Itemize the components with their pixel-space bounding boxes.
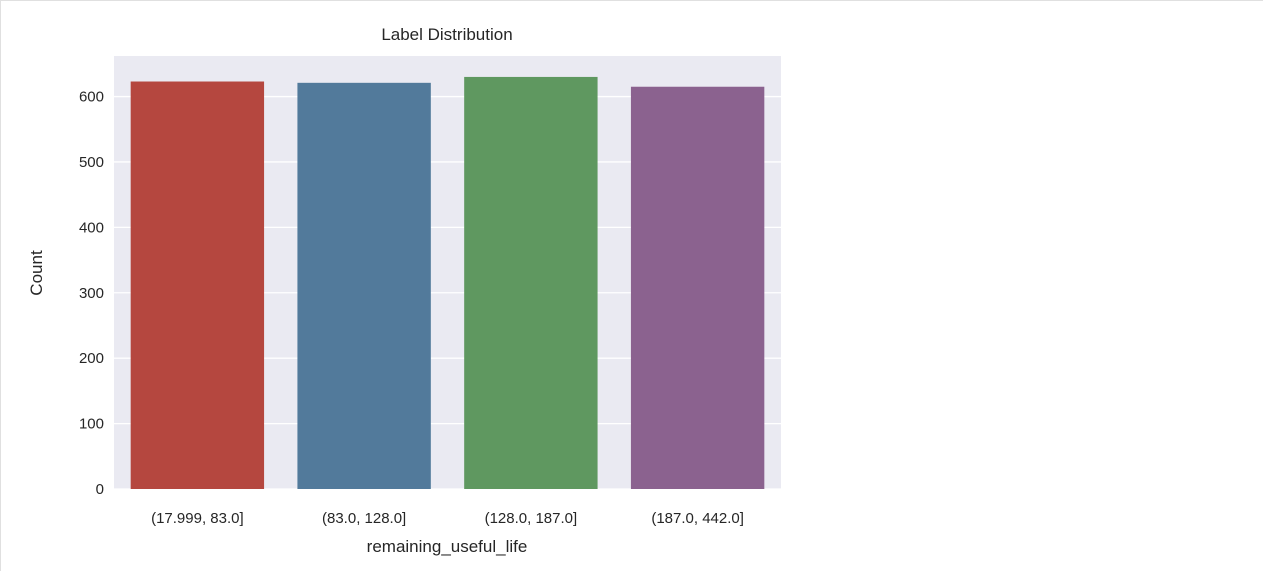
y-tick-label: 100 [79, 416, 104, 433]
bar [630, 86, 765, 489]
x-tick-label: (187.0, 442.0] [651, 510, 744, 527]
x-axis-ticks: (17.999, 83.0] (83.0, 128.0] (128.0, 187.0… [151, 510, 744, 527]
bar [297, 82, 431, 489]
y-tick-label: 500 [79, 154, 104, 171]
y-tick-label: 200 [79, 350, 104, 367]
bar [130, 81, 265, 489]
x-axis-label: remaining_useful_life [367, 537, 528, 556]
bars [130, 76, 765, 489]
y-tick-label: 300 [79, 285, 104, 302]
y-tick-label: 400 [79, 219, 104, 236]
y-axis-ticks: 0 100 200 300 400 500 600 [79, 89, 104, 498]
y-tick-label: 600 [79, 89, 104, 106]
x-tick-label: (128.0, 187.0] [485, 510, 578, 527]
x-tick-label: (17.999, 83.0] [151, 510, 244, 527]
x-tick-label: (83.0, 128.0] [322, 510, 406, 527]
y-axis-label: Count [27, 250, 46, 296]
y-tick-label: 0 [96, 481, 104, 498]
bar [464, 76, 598, 489]
chart-title: Label Distribution [381, 25, 512, 44]
